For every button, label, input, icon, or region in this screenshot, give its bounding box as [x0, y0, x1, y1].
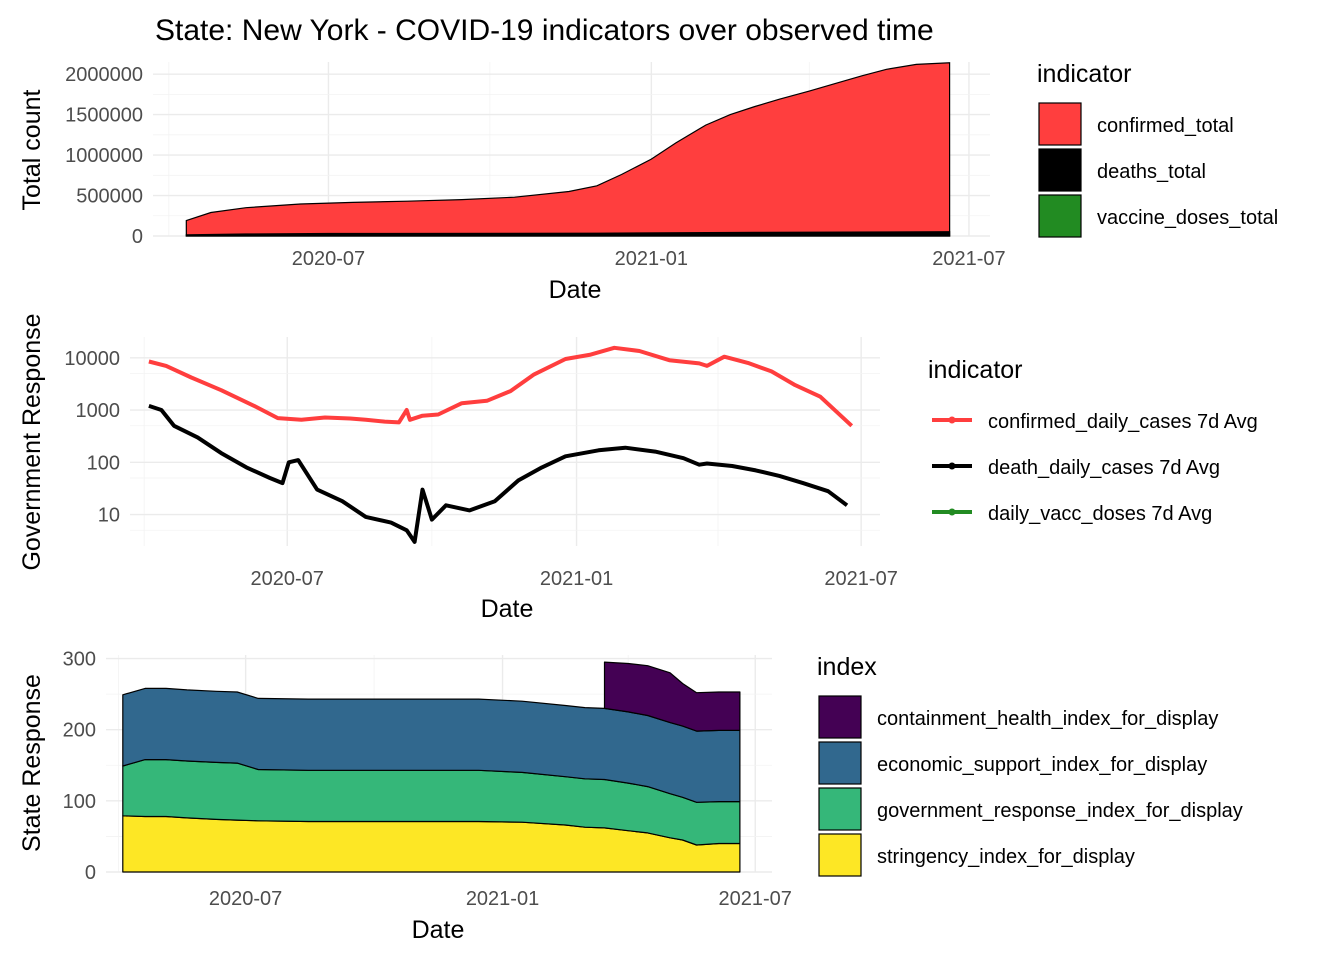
y-axis-title: Government Response	[18, 313, 46, 570]
y-axis-title: State Response	[18, 674, 46, 852]
panel-3: 2020-07 2021-01 2021-07 0 100 200 300 Date State…	[18, 649, 1243, 944]
y-axis-title: Total count	[18, 89, 46, 210]
x-tick-label: 2021-07	[719, 888, 792, 910]
legend-label: confirmed_daily_cases 7d Avg	[988, 411, 1258, 433]
x-tick-label: 2020-07	[251, 568, 324, 590]
x-tick-label: 2020-07	[209, 888, 282, 910]
legend-key-point	[948, 508, 956, 516]
area-confirmed_total	[185, 62, 951, 237]
y-tick-label: 0	[85, 862, 96, 884]
x-tick-label: 2021-01	[466, 888, 539, 910]
legend-title: index	[817, 653, 877, 681]
area-deaths_total	[185, 231, 951, 237]
legend-key	[1038, 148, 1082, 192]
legend-label: economic_support_index_for_display	[877, 754, 1207, 776]
y-tick-label: 2000000	[65, 64, 143, 86]
x-tick-label: 2021-07	[932, 248, 1005, 270]
y-tick-label: 0	[132, 226, 143, 248]
legend-key	[818, 833, 862, 877]
legend: index containment_health_index_for_displa…	[817, 653, 1243, 877]
y-tick-label: 1000000	[65, 145, 143, 167]
y-tick-label: 300	[63, 649, 96, 671]
line-confirmed_daily_cases 7d Avg	[148, 345, 854, 428]
x-tick-label: 2021-01	[615, 248, 688, 270]
x-tick-label: 2021-01	[540, 568, 613, 590]
x-axis-title: Date	[412, 916, 465, 944]
y-tick-label: 500000	[76, 186, 143, 208]
legend: indicator confirmed_daily_cases 7d Avg dea…	[928, 356, 1258, 525]
y-tick-label: 10	[98, 505, 120, 527]
legend-key-point	[948, 416, 956, 424]
y-tick-label: 10000	[64, 348, 120, 370]
legend-label: death_daily_cases 7d Avg	[988, 457, 1220, 479]
legend-key	[818, 695, 862, 739]
area-economic_support_index_for_display	[122, 687, 741, 803]
legend-label: deaths_total	[1097, 161, 1206, 183]
y-tick-label: 200	[63, 720, 96, 742]
y-tick-label: 100	[87, 452, 120, 474]
x-tick-label: 2021-07	[824, 568, 897, 590]
legend-title: indicator	[928, 356, 1023, 384]
chart-title: State: New York - COVID-19 indicators ov…	[155, 14, 934, 47]
area-containment_health_index_for_display	[603, 661, 741, 732]
legend-label: government_response_index_for_display	[877, 800, 1243, 822]
legend-label: stringency_index_for_display	[877, 846, 1135, 868]
panel-2: 2020-07 2021-01 2021-07 10 100 1000 10000 Date G…	[18, 313, 1258, 623]
legend-label: vaccine_doses_total	[1097, 207, 1278, 229]
legend-key-point	[948, 462, 956, 470]
panel-1: 2020-07 2021-01 2021-07 0 500000 1000000 15000…	[18, 60, 1278, 304]
x-tick-label: 2020-07	[292, 248, 365, 270]
legend-label: containment_health_index_for_display	[877, 708, 1218, 730]
legend-key	[818, 787, 862, 831]
legend-title: indicator	[1037, 60, 1132, 88]
x-axis-title: Date	[481, 595, 534, 623]
legend: indicator confirmed_total deaths_totalvacc…	[1037, 60, 1278, 238]
legend-label: confirmed_total	[1097, 115, 1234, 137]
x-axis-title: Date	[549, 276, 602, 304]
legend-key	[818, 741, 862, 785]
y-tick-label: 1000	[76, 400, 121, 422]
legend-key	[1038, 194, 1082, 238]
y-tick-label: 100	[63, 791, 96, 813]
legend-key	[1038, 102, 1082, 146]
y-tick-label: 1500000	[65, 105, 143, 127]
legend-label: daily_vacc_doses 7d Avg	[988, 503, 1212, 525]
line-death_daily_cases 7d Avg	[148, 403, 849, 544]
